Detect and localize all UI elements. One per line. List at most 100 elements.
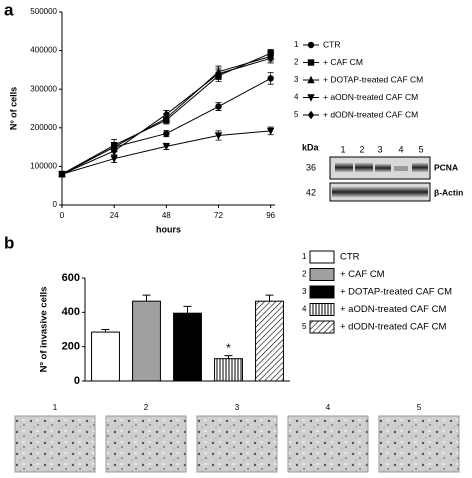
legend-marker <box>307 75 315 84</box>
micrograph-label: 3 <box>235 403 240 412</box>
legend-marker <box>307 59 315 66</box>
micrograph <box>287 415 369 473</box>
legend-label: + CAF CM <box>340 269 385 280</box>
x-tick-label: 72 <box>214 211 223 220</box>
legend-label: + dODN-treated CAF CM <box>340 322 446 333</box>
micrograph <box>378 415 460 473</box>
marker <box>215 69 222 78</box>
legend-number: 4 <box>294 93 299 102</box>
micrograph-label: 5 <box>417 403 422 412</box>
bar <box>255 300 284 382</box>
legend-number: 5 <box>294 110 299 119</box>
marker <box>267 75 274 82</box>
lane-label: 5 <box>418 144 423 154</box>
band <box>355 163 373 172</box>
y-tick-label: 400 <box>62 306 80 318</box>
legend-swatch <box>309 268 335 281</box>
micrograph <box>196 415 278 473</box>
legend-label: + aODN-treated CAF CM <box>323 92 418 102</box>
protein-label: PCNA <box>434 162 458 172</box>
micrograph-label: 1 <box>53 403 58 412</box>
micrograph-label: 4 <box>326 403 331 412</box>
marker <box>215 103 222 110</box>
y-axis-label: Nº of cells <box>8 87 18 130</box>
legend-marker <box>307 41 315 49</box>
bar <box>214 358 243 382</box>
series-line <box>61 130 271 175</box>
micrograph <box>105 415 187 473</box>
y-tick-label: 600 <box>62 272 80 284</box>
error-bar <box>224 355 233 359</box>
band <box>335 163 353 172</box>
lane-label: 3 <box>377 144 382 154</box>
legend-marker <box>307 94 315 102</box>
legend-label: + DOTAP-treated CAF CM <box>340 287 452 298</box>
y-tick-label: 200000 <box>30 123 57 132</box>
protein-label: β-Actin <box>434 187 463 197</box>
legend-number: 5 <box>302 322 307 331</box>
bar <box>173 312 202 382</box>
legend-label: + dODN-treated CAF CM <box>323 109 418 119</box>
marker <box>267 54 274 63</box>
legend-marker <box>307 110 315 120</box>
y-tick-label: 100000 <box>30 162 57 171</box>
lane-label: 4 <box>398 144 403 154</box>
legend-number: 1 <box>294 40 299 49</box>
y-tick-label: 0 <box>53 200 58 209</box>
marker <box>163 110 170 119</box>
legend-swatch <box>309 250 335 264</box>
legend-number: 1 <box>302 252 307 261</box>
marker <box>58 169 66 179</box>
blot-unit: kDa <box>302 142 320 152</box>
legend-label: + DOTAP-treated CAF CM <box>323 74 423 84</box>
annotation: * <box>226 341 231 355</box>
x-tick-label: 24 <box>110 211 119 220</box>
band <box>375 164 391 172</box>
panel-label: a <box>4 0 14 19</box>
micrograph <box>14 415 96 473</box>
y-tick-label: 300000 <box>30 84 57 93</box>
legend-number: 4 <box>302 305 307 314</box>
x-tick-label: 48 <box>162 211 171 220</box>
micrograph-label: 2 <box>144 403 149 412</box>
legend-label: CTR <box>323 39 340 49</box>
size-label: 36 <box>306 162 316 172</box>
band <box>412 163 428 172</box>
legend-swatch <box>309 320 335 334</box>
panel-label: b <box>4 233 14 252</box>
band <box>394 166 408 171</box>
legend-number: 3 <box>302 287 307 296</box>
error-bar <box>183 305 192 314</box>
marker <box>163 130 170 137</box>
marker <box>162 143 171 151</box>
band <box>332 187 428 197</box>
y-tick-label: 200 <box>62 341 80 353</box>
legend-number: 2 <box>302 270 307 279</box>
lane-label: 2 <box>359 144 364 154</box>
marker <box>214 132 223 140</box>
x-tick-label: 0 <box>60 211 65 220</box>
y-tick-label: 500000 <box>30 7 57 16</box>
x-tick-label: 96 <box>266 211 275 220</box>
bar <box>132 300 161 382</box>
error-bar <box>142 294 151 302</box>
y-tick-label: 400000 <box>30 46 57 55</box>
western-blot: kDa 1 2 3 4 5 36 PCNA 42 β-Actin <box>302 142 463 202</box>
marker <box>110 155 118 163</box>
legend-label: CTR <box>340 252 360 263</box>
marker <box>266 127 275 136</box>
marker <box>110 146 118 156</box>
y-tick-label: 0 <box>74 375 80 387</box>
error-bar <box>265 294 274 302</box>
bar <box>91 331 120 382</box>
size-label: 42 <box>306 187 316 197</box>
legend-number: 2 <box>294 58 299 67</box>
legend-label: + aODN-treated CAF CM <box>340 304 446 315</box>
legend-swatch <box>309 285 335 299</box>
legend-swatch <box>309 303 335 316</box>
y-axis-label: Nº of invasive cells <box>39 287 50 373</box>
x-axis-label: hours <box>156 224 181 234</box>
lane-label: 1 <box>340 144 345 154</box>
legend-number: 3 <box>294 75 299 84</box>
